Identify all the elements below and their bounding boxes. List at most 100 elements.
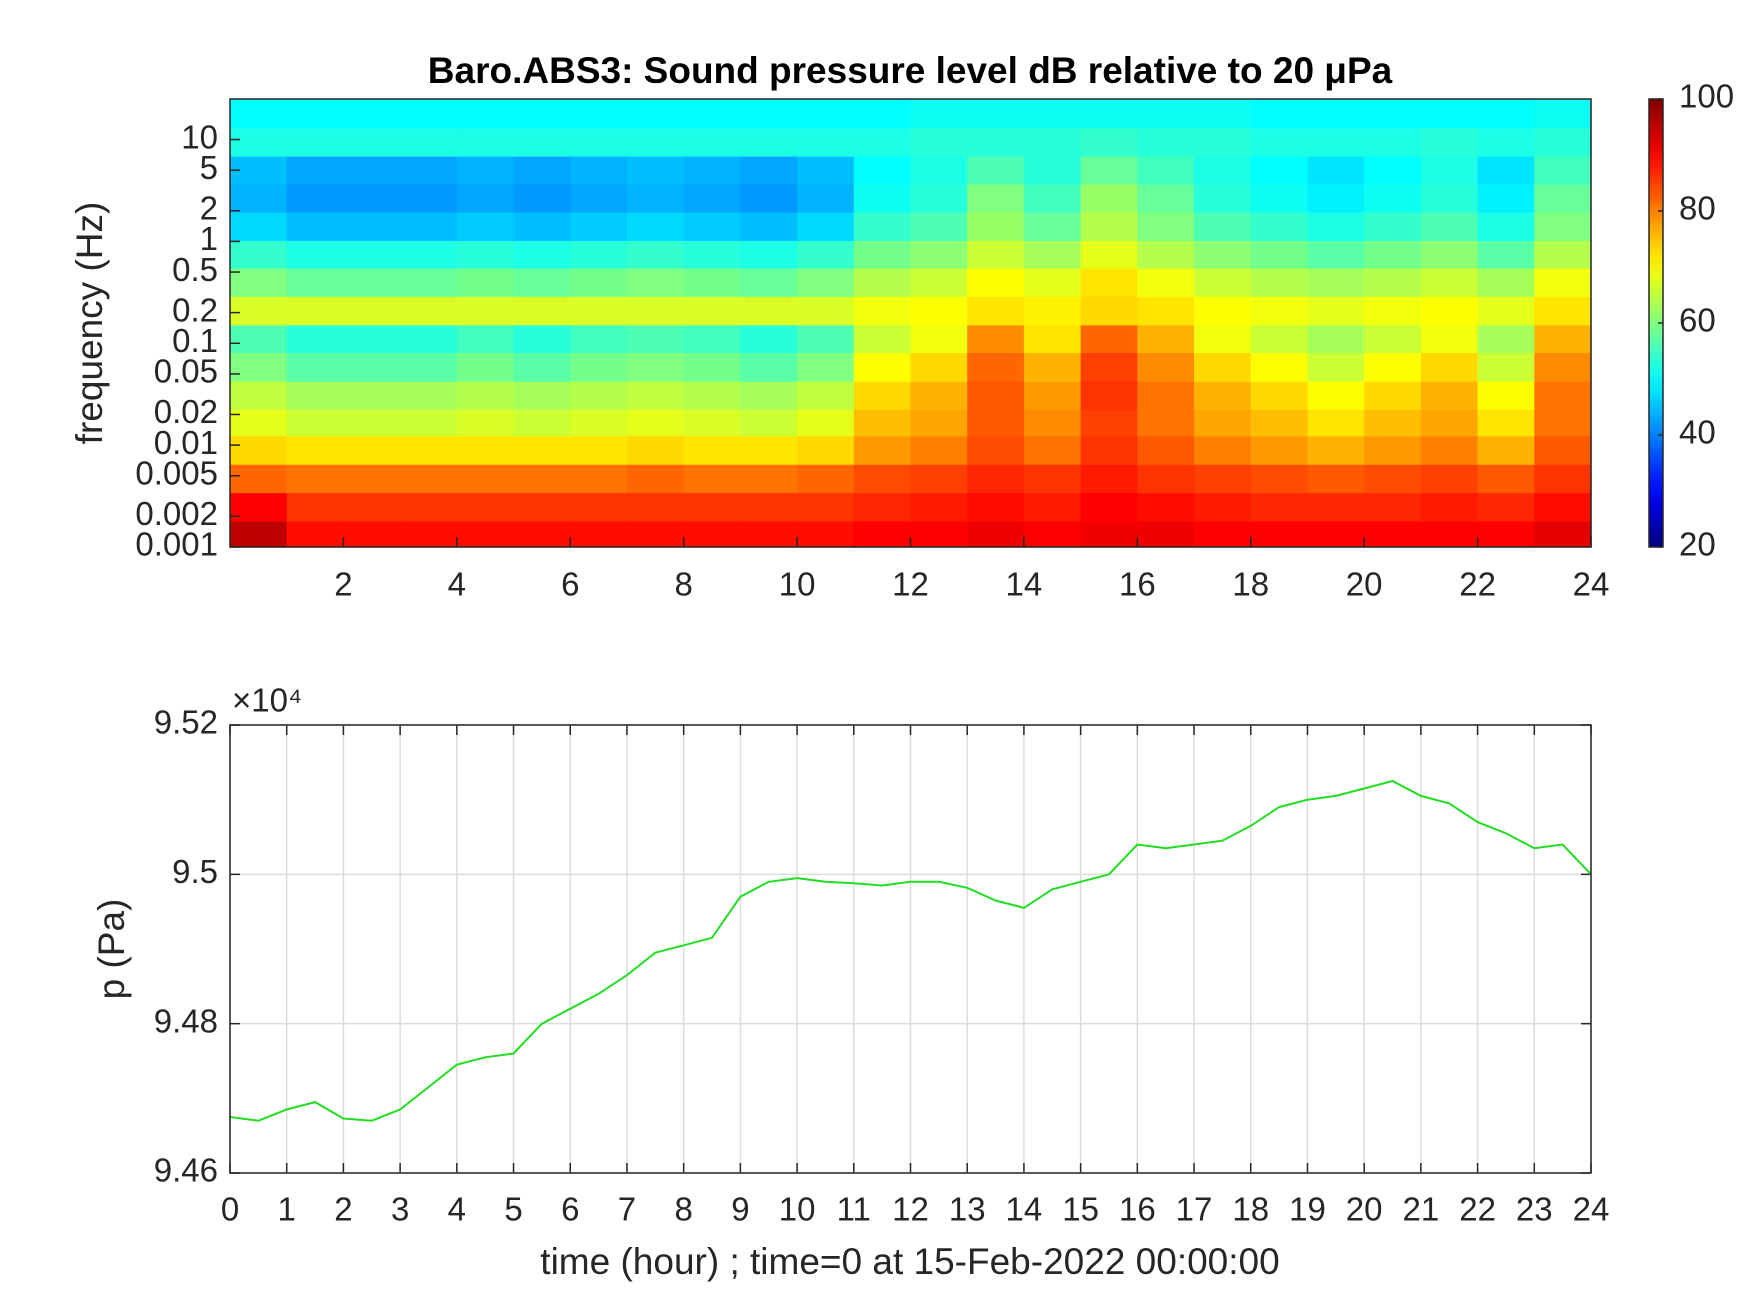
x-tick-label: 9 <box>731 1191 749 1228</box>
heatmap-cell <box>513 268 571 297</box>
heatmap-cell <box>513 381 571 410</box>
y-tick-label: 1 <box>200 220 218 257</box>
heatmap-cell <box>1364 520 1422 548</box>
heatmap-cell <box>1194 381 1252 410</box>
heatmap-cell <box>343 211 401 241</box>
heatmap-cell <box>1364 352 1422 382</box>
x-tick-label: 8 <box>674 1191 692 1228</box>
heatmap-cell <box>1534 324 1592 354</box>
heatmap-cell <box>400 352 458 382</box>
heatmap-cell <box>683 156 741 185</box>
heatmap-cell <box>286 156 345 185</box>
heatmap-cell <box>1250 464 1309 494</box>
heatmap-cell <box>1420 99 1479 129</box>
heatmap-cell <box>1250 127 1309 157</box>
heatmap-cell <box>626 435 685 465</box>
heatmap-cell <box>1023 183 1082 213</box>
heatmap-cell <box>1080 240 1138 269</box>
heatmap-cell <box>1477 324 1535 354</box>
heatmap-cell <box>1137 268 1195 297</box>
heatmap-cell <box>1534 492 1592 522</box>
heatmap-cell <box>1194 324 1252 354</box>
heatmap-cell <box>400 324 458 354</box>
heatmap-cell <box>910 464 968 494</box>
heatmap-cell <box>683 435 741 465</box>
heatmap-cell <box>1534 352 1592 382</box>
heatmap-cell <box>797 240 855 269</box>
heatmap-cell <box>1023 240 1082 269</box>
heatmap-cell <box>456 381 515 410</box>
heatmap-cell <box>1420 409 1479 437</box>
heatmap-cell <box>797 99 855 129</box>
heatmap-cell <box>1534 211 1592 241</box>
heatmap-cell <box>570 520 628 548</box>
heatmap-cell <box>1250 492 1309 522</box>
heatmap-cell <box>1364 409 1422 437</box>
heatmap-cell <box>1364 435 1422 465</box>
heatmap-cell <box>967 464 1025 494</box>
x-tick-label: 4 <box>448 566 466 603</box>
heatmap-cell <box>343 381 401 410</box>
x-tick-label: 0 <box>221 1191 239 1228</box>
heatmap-cell <box>1534 99 1592 129</box>
heatmap-cell <box>1364 211 1422 241</box>
heatmap-cell <box>1477 352 1535 382</box>
heatmap-cell <box>1194 409 1252 437</box>
heatmap-cell <box>1137 99 1195 129</box>
heatmap-cell <box>626 464 685 494</box>
x-tick-label: 22 <box>1459 1191 1496 1228</box>
heatmap-cell <box>740 127 798 157</box>
x-tick-label: 15 <box>1062 1191 1099 1228</box>
heatmap-cell <box>1023 464 1082 494</box>
heatmap-cell <box>1364 240 1422 269</box>
heatmap-cell <box>1080 464 1138 494</box>
heatmap-cell <box>1023 409 1082 437</box>
heatmap-cell <box>683 520 741 548</box>
heatmap-cell <box>570 240 628 269</box>
axes-frame <box>229 724 1592 1174</box>
heatmap-cell <box>967 183 1025 213</box>
heatmap-cell <box>230 492 288 522</box>
heatmap-cell <box>1307 324 1365 354</box>
y-tick-label: 0.5 <box>172 251 218 288</box>
heatmap-cell <box>1137 296 1195 326</box>
x-tick-label: 18 <box>1232 1191 1269 1228</box>
heatmap-cell <box>1364 183 1422 213</box>
heatmap-cell <box>513 183 571 213</box>
heatmap-cell <box>400 296 458 326</box>
heatmap-cell <box>343 520 401 548</box>
x-tick-label: 24 <box>1573 1191 1610 1228</box>
data-line <box>229 779 1592 1122</box>
heatmap-cell <box>1477 409 1535 437</box>
heatmap-cell <box>626 211 685 241</box>
heatmap-cell <box>1080 296 1138 326</box>
heatmap-cell <box>967 381 1025 410</box>
heatmap-cell <box>343 409 401 437</box>
heatmap-cell <box>1250 352 1309 382</box>
x-tick-label: 4 <box>448 1191 466 1228</box>
heatmap-cell <box>286 127 345 157</box>
heatmap-cell <box>683 296 741 326</box>
heatmap-cell <box>910 409 968 437</box>
heatmap-cell <box>1420 520 1479 548</box>
heatmap-cell <box>910 296 968 326</box>
heatmap-cell <box>910 183 968 213</box>
heatmap-cell <box>1080 520 1138 548</box>
x-tick-label: 2 <box>334 566 352 603</box>
y-tick-label: 0.2 <box>172 291 218 328</box>
heatmap-cell <box>1250 240 1309 269</box>
heatmap-cell <box>853 240 912 269</box>
heatmap-cell <box>1250 183 1309 213</box>
heatmap-cell <box>400 520 458 548</box>
heatmap-cell <box>1194 99 1252 129</box>
heatmap-cell <box>853 492 912 522</box>
heatmap-cell <box>910 352 968 382</box>
heatmap-cell <box>286 240 345 269</box>
heatmap-cell <box>286 211 345 241</box>
heatmap-cell <box>570 464 628 494</box>
heatmap-cell <box>1080 352 1138 382</box>
heatmap-cell <box>286 296 345 326</box>
heatmap-cell <box>1420 492 1479 522</box>
heatmap-cell <box>853 324 912 354</box>
